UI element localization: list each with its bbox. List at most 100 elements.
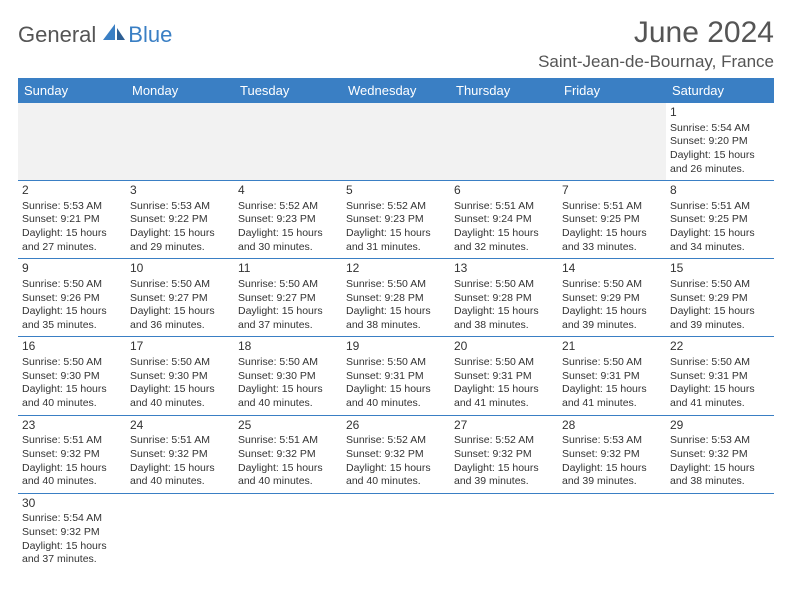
day-info-line: Sunrise: 5:53 AM	[130, 200, 230, 214]
day-info-line: Sunset: 9:24 PM	[454, 213, 554, 227]
weekday-header: Friday	[558, 78, 666, 103]
day-info-line: Sunrise: 5:51 AM	[22, 434, 122, 448]
day-number: 14	[562, 261, 662, 277]
day-info-line: Sunset: 9:30 PM	[130, 370, 230, 384]
day-info-line: Sunset: 9:27 PM	[238, 292, 338, 306]
day-info-line: Sunrise: 5:52 AM	[346, 200, 446, 214]
calendar-empty-cell	[558, 103, 666, 180]
calendar-empty-cell	[18, 103, 126, 180]
day-number: 2	[22, 183, 122, 199]
weekday-header: Wednesday	[342, 78, 450, 103]
day-info-line: Daylight: 15 hours	[346, 383, 446, 397]
day-info-line: and 31 minutes.	[346, 241, 446, 255]
calendar-week-row: 23Sunrise: 5:51 AMSunset: 9:32 PMDayligh…	[18, 416, 774, 494]
day-info-line: Sunrise: 5:54 AM	[670, 122, 770, 136]
day-info-line: Sunrise: 5:52 AM	[238, 200, 338, 214]
day-info-line: and 37 minutes.	[238, 319, 338, 333]
day-info-line: and 36 minutes.	[130, 319, 230, 333]
day-info-line: Sunrise: 5:50 AM	[454, 356, 554, 370]
day-info-line: and 41 minutes.	[454, 397, 554, 411]
calendar-day-cell: 5Sunrise: 5:52 AMSunset: 9:23 PMDaylight…	[342, 181, 450, 258]
day-info-line: Daylight: 15 hours	[562, 462, 662, 476]
day-info-line: Daylight: 15 hours	[130, 305, 230, 319]
brand-text-1: General	[18, 22, 96, 48]
day-info-line: Daylight: 15 hours	[670, 305, 770, 319]
day-info-line: and 26 minutes.	[670, 163, 770, 177]
calendar-empty-cell	[558, 494, 666, 571]
day-info-line: Daylight: 15 hours	[22, 383, 122, 397]
calendar-empty-cell	[342, 103, 450, 180]
day-info-line: Sunrise: 5:51 AM	[238, 434, 338, 448]
day-info-line: Sunset: 9:32 PM	[670, 448, 770, 462]
day-info-line: Daylight: 15 hours	[22, 462, 122, 476]
calendar-day-cell: 8Sunrise: 5:51 AMSunset: 9:25 PMDaylight…	[666, 181, 774, 258]
day-info-line: and 38 minutes.	[346, 319, 446, 333]
day-info-line: Daylight: 15 hours	[670, 462, 770, 476]
calendar-day-cell: 11Sunrise: 5:50 AMSunset: 9:27 PMDayligh…	[234, 259, 342, 336]
day-number: 16	[22, 339, 122, 355]
calendar-day-cell: 18Sunrise: 5:50 AMSunset: 9:30 PMDayligh…	[234, 337, 342, 414]
calendar-day-cell: 1Sunrise: 5:54 AMSunset: 9:20 PMDaylight…	[666, 103, 774, 180]
day-info-line: Daylight: 15 hours	[670, 227, 770, 241]
calendar-day-cell: 28Sunrise: 5:53 AMSunset: 9:32 PMDayligh…	[558, 416, 666, 493]
calendar-day-cell: 30Sunrise: 5:54 AMSunset: 9:32 PMDayligh…	[18, 494, 126, 571]
day-info-line: Daylight: 15 hours	[238, 305, 338, 319]
day-info-line: and 29 minutes.	[130, 241, 230, 255]
day-info-line: and 40 minutes.	[238, 475, 338, 489]
day-info-line: Daylight: 15 hours	[670, 149, 770, 163]
page-header: General Blue June 2024 Saint-Jean-de-Bou…	[18, 16, 774, 72]
day-info-line: Sunset: 9:22 PM	[130, 213, 230, 227]
calendar-day-cell: 20Sunrise: 5:50 AMSunset: 9:31 PMDayligh…	[450, 337, 558, 414]
day-number: 17	[130, 339, 230, 355]
day-info-line: and 40 minutes.	[346, 397, 446, 411]
day-number: 27	[454, 418, 554, 434]
day-info-line: Sunrise: 5:51 AM	[454, 200, 554, 214]
weekday-header: Thursday	[450, 78, 558, 103]
day-info-line: Sunrise: 5:50 AM	[238, 278, 338, 292]
calendar-day-cell: 13Sunrise: 5:50 AMSunset: 9:28 PMDayligh…	[450, 259, 558, 336]
day-number: 24	[130, 418, 230, 434]
day-info-line: Sunset: 9:27 PM	[130, 292, 230, 306]
day-info-line: Sunrise: 5:51 AM	[562, 200, 662, 214]
brand-sail-icon	[101, 22, 127, 47]
day-info-line: Sunset: 9:20 PM	[670, 135, 770, 149]
day-info-line: and 33 minutes.	[562, 241, 662, 255]
day-info-line: Sunset: 9:31 PM	[562, 370, 662, 384]
calendar-week-row: 9Sunrise: 5:50 AMSunset: 9:26 PMDaylight…	[18, 259, 774, 337]
weekday-header: Sunday	[18, 78, 126, 103]
day-info-line: and 39 minutes.	[562, 475, 662, 489]
day-number: 8	[670, 183, 770, 199]
day-info-line: Sunset: 9:30 PM	[238, 370, 338, 384]
day-info-line: Daylight: 15 hours	[562, 383, 662, 397]
calendar-day-cell: 15Sunrise: 5:50 AMSunset: 9:29 PMDayligh…	[666, 259, 774, 336]
weeks-container: 1Sunrise: 5:54 AMSunset: 9:20 PMDaylight…	[18, 103, 774, 571]
day-info-line: and 30 minutes.	[238, 241, 338, 255]
day-info-line: Daylight: 15 hours	[454, 227, 554, 241]
calendar-week-row: 2Sunrise: 5:53 AMSunset: 9:21 PMDaylight…	[18, 181, 774, 259]
day-info-line: and 39 minutes.	[562, 319, 662, 333]
day-info-line: Sunrise: 5:52 AM	[346, 434, 446, 448]
calendar-day-cell: 9Sunrise: 5:50 AMSunset: 9:26 PMDaylight…	[18, 259, 126, 336]
location-label: Saint-Jean-de-Bournay, France	[538, 52, 774, 72]
day-number: 1	[670, 105, 770, 121]
day-number: 4	[238, 183, 338, 199]
day-info-line: Sunrise: 5:51 AM	[670, 200, 770, 214]
calendar-day-cell: 27Sunrise: 5:52 AMSunset: 9:32 PMDayligh…	[450, 416, 558, 493]
day-info-line: Daylight: 15 hours	[22, 305, 122, 319]
calendar-day-cell: 2Sunrise: 5:53 AMSunset: 9:21 PMDaylight…	[18, 181, 126, 258]
calendar-day-cell: 14Sunrise: 5:50 AMSunset: 9:29 PMDayligh…	[558, 259, 666, 336]
day-info-line: and 40 minutes.	[22, 475, 122, 489]
calendar-day-cell: 22Sunrise: 5:50 AMSunset: 9:31 PMDayligh…	[666, 337, 774, 414]
day-number: 29	[670, 418, 770, 434]
day-info-line: and 34 minutes.	[670, 241, 770, 255]
day-number: 30	[22, 496, 122, 512]
month-title: June 2024	[538, 16, 774, 50]
day-info-line: Sunset: 9:29 PM	[562, 292, 662, 306]
day-info-line: and 37 minutes.	[22, 553, 122, 567]
day-number: 15	[670, 261, 770, 277]
calendar-empty-cell	[234, 494, 342, 571]
day-info-line: Sunrise: 5:50 AM	[562, 278, 662, 292]
day-number: 26	[346, 418, 446, 434]
calendar-empty-cell	[126, 494, 234, 571]
calendar-day-cell: 21Sunrise: 5:50 AMSunset: 9:31 PMDayligh…	[558, 337, 666, 414]
